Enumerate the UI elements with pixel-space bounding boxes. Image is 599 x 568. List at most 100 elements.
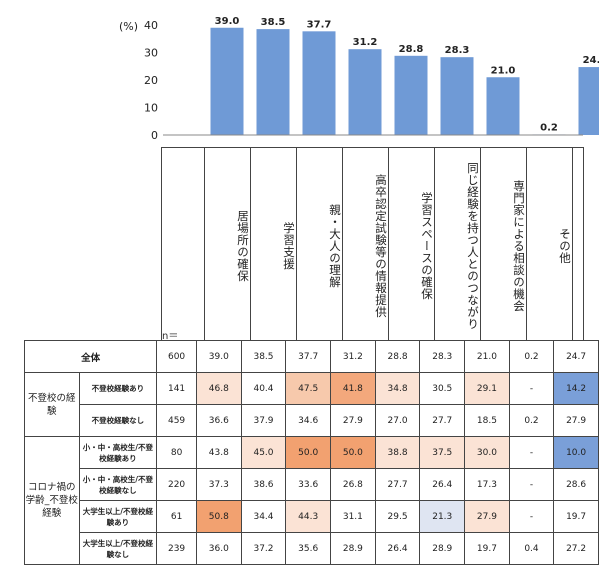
y-tick-label: 20 (144, 74, 158, 87)
column-header: 親・大人の理解 (328, 204, 342, 288)
y-tick-label: 30 (144, 47, 158, 60)
table-row: 大学生以上/不登校経験あり 61 50.8 34.4 44.3 31.1 29.5 21.3 2… (25, 500, 599, 533)
bar (394, 55, 428, 135)
column-header: 同じ経験を持つ人とのつながり (466, 162, 480, 330)
value-cell: 40.4 (240, 372, 287, 405)
value-cell: - (508, 372, 555, 405)
header-divider (388, 147, 389, 340)
n-cell: 239 (156, 532, 197, 565)
table-row: 全体 600 39.0 38.5 37.7 31.2 28.8 28.3 21.0 0.2 24.7 (23, 340, 599, 373)
value-cell: 37.3 (195, 468, 242, 501)
value-cell: 27.7 (419, 404, 466, 437)
table-row: 不登校の経験 不登校経験あり 141 46.8 40.4 47.5 41.8 34.8 30.5… (24, 372, 599, 437)
row-group-label: コロナ禍の学齢_不登校経験 (24, 436, 80, 565)
value-cell: 43.8 (195, 436, 242, 469)
value-cell: 50.0 (285, 436, 332, 469)
y-axis: 0 10 20 30 40 (144, 19, 158, 142)
bar-value-label: 28.8 (399, 44, 424, 55)
y-tick-label: 40 (144, 19, 158, 32)
column-header: 学習支援 (282, 222, 296, 270)
header-divider (526, 147, 527, 340)
header-divider (250, 147, 251, 340)
value-cell: 37.5 (419, 436, 466, 469)
value-cell: 37.7 (285, 340, 332, 373)
value-cell: 36.0 (195, 532, 242, 565)
value-cell: 38.6 (240, 468, 287, 501)
bar (256, 29, 290, 135)
row-sub-label: 不登校経験あり (78, 372, 158, 405)
y-unit-label: (%) (119, 20, 138, 33)
bar-value-label: 37.7 (307, 19, 332, 30)
header-divider (296, 147, 297, 340)
bar (348, 49, 382, 136)
value-cell: 46.8 (195, 372, 242, 405)
value-cell: 27.0 (374, 404, 421, 437)
y-tick-label: 10 (144, 102, 158, 115)
value-cell: 45.0 (240, 436, 287, 469)
value-cell: 35.6 (285, 532, 332, 565)
row-sub-label: 小・中・高校生/不登校経験なし (78, 468, 158, 501)
value-cell: 17.3 (464, 468, 510, 501)
column-header: 専門家による相談の機会 (512, 180, 526, 312)
n-header: n＝ (162, 331, 179, 342)
header-divider (572, 147, 573, 340)
value-cell: 31.1 (330, 500, 376, 533)
value-cell: 27.9 (553, 404, 599, 437)
y-tick-label: 0 (151, 129, 158, 142)
bar (578, 67, 599, 135)
value-cell: 36.6 (195, 404, 242, 437)
value-cell: 26.4 (419, 468, 466, 501)
value-cell: 28.3 (419, 340, 466, 373)
value-cell: 38.5 (240, 340, 287, 373)
value-cell: 10.0 (553, 436, 599, 469)
value-cell: 27.9 (464, 500, 510, 533)
n-cell: 61 (156, 500, 197, 533)
table-row: 大学生以上/不登校経験なし 239 36.0 37.2 35.6 28.9 26.4 28.9… (25, 532, 599, 565)
value-cell: 27.7 (374, 468, 421, 501)
value-cell: 21.3 (419, 500, 466, 533)
column-header: 学習スペースの確保 (420, 192, 434, 300)
value-cell: - (508, 468, 555, 501)
column-header: 高卒認定試験等の情報提供 (374, 174, 388, 318)
bar-value-label: 38.5 (261, 17, 286, 28)
value-cell: 28.9 (419, 532, 466, 565)
value-cell: 30.5 (419, 372, 466, 405)
value-cell: 26.4 (374, 532, 421, 565)
value-cell: 27.2 (553, 532, 599, 565)
value-cell: 50.8 (195, 500, 242, 533)
data-table: 全体 600 39.0 38.5 37.7 31.2 28.8 28.3 21.0 0.2 24.7… (23, 340, 599, 565)
n-cell: 141 (156, 372, 197, 405)
row-group-label: 不登校の経験 (24, 372, 80, 437)
value-cell: 19.7 (464, 532, 510, 565)
value-cell: 26.8 (330, 468, 376, 501)
value-cell: 37.2 (240, 532, 287, 565)
bar (210, 27, 244, 135)
n-cell: 600 (156, 340, 197, 373)
bar (440, 57, 474, 135)
n-cell: 459 (156, 404, 197, 437)
bar-value-label: 31.2 (353, 37, 378, 48)
value-cell: 0.2 (508, 340, 555, 373)
bar-value-label: 28.3 (445, 45, 470, 56)
row-label: 全体 (23, 340, 158, 373)
value-cell: 28.8 (374, 340, 421, 373)
header-divider (434, 147, 435, 340)
row-sub-label: 小・中・高校生/不登校経験あり (78, 436, 158, 469)
value-cell: 19.7 (553, 500, 599, 533)
value-cell: 34.8 (374, 372, 421, 405)
value-cell: 21.0 (464, 340, 510, 373)
bar-value-label: 24.7 (583, 55, 599, 66)
value-cell: 44.3 (285, 500, 332, 533)
value-cell: 47.5 (285, 372, 332, 405)
value-cell: 31.2 (330, 340, 376, 373)
value-cell: 18.5 (464, 404, 510, 437)
table-row: コロナ禍の学齢_不登校経験 小・中・高校生/不登校経験あり 80 43.8 45.0 50… (24, 436, 599, 565)
value-cell: 38.8 (374, 436, 421, 469)
row-sub-label: 大学生以上/不登校経験なし (78, 532, 158, 565)
value-cell: 34.6 (285, 404, 332, 437)
bar-value-label: 0.2 (540, 122, 558, 133)
value-cell: - (508, 436, 555, 469)
value-cell: 29.5 (374, 500, 421, 533)
value-cell: 24.7 (553, 340, 599, 373)
header-divider (480, 147, 481, 340)
